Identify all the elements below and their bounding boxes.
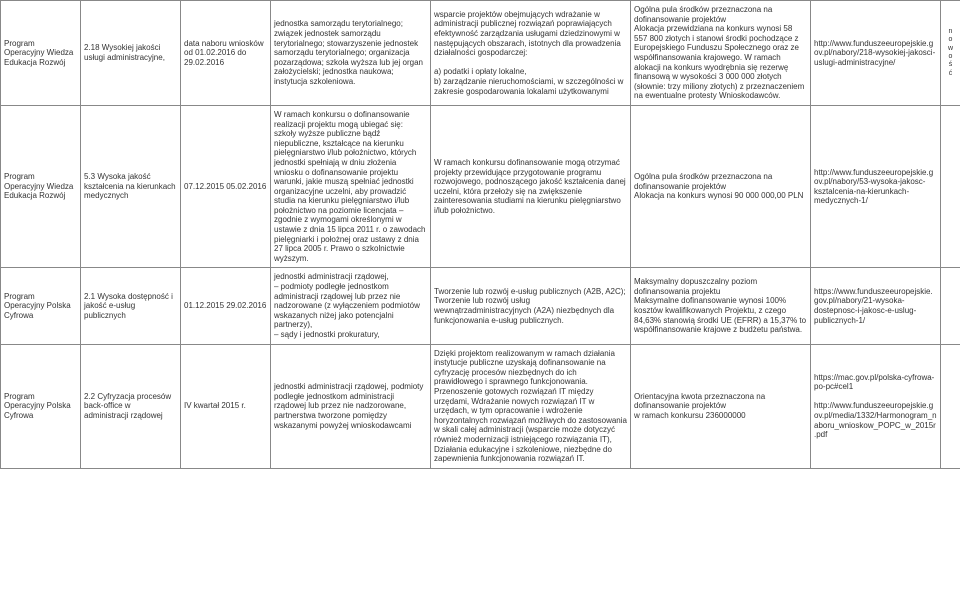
beneficiary-cell: jednostki administracji rządowej, podmio… (271, 344, 431, 468)
program-cell: Program Operacyjny Wiedza Edukacja Rozwó… (1, 1, 81, 106)
project-types-cell: wsparcie projektów obejmujących wdrażani… (431, 1, 631, 106)
allocation-cell: Ogólna pula środków przeznaczona na dofi… (631, 1, 811, 106)
action-cell: 2.18 Wysokiej jakości usługi administrac… (81, 1, 181, 106)
allocation-cell: Maksymalny dopuszczalny poziom dofinanso… (631, 268, 811, 344)
project-types-cell: Dzięki projektom realizowanym w ramach d… (431, 344, 631, 468)
beneficiary-cell: jednostki administracji rządowej,– podmi… (271, 268, 431, 344)
link-cell: https://mac.gov.pl/polska-cyfrowa-po-pc#… (811, 344, 941, 468)
date-cell: IV kwartał 2015 r. (181, 344, 271, 468)
margin-cell (941, 105, 960, 268)
table-row: Program Operacyjny Wiedza Edukacja Rozwó… (1, 1, 960, 106)
link-cell: http://www.funduszeeuropejskie.gov.pl/na… (811, 105, 941, 268)
margin-cell (941, 268, 960, 344)
program-cell: Program Operacyjny Polska Cyfrowa (1, 268, 81, 344)
action-cell: 5.3 Wysoka jakość kształcenia na kierunk… (81, 105, 181, 268)
date-cell: 01.12.2015 29.02.2016 (181, 268, 271, 344)
link-cell: http://www.funduszeeuropejskie.gov.pl/na… (811, 1, 941, 106)
grants-table: Program Operacyjny Wiedza Edukacja Rozwó… (0, 0, 960, 469)
program-cell: Program Operacyjny Wiedza Edukacja Rozwó… (1, 105, 81, 268)
table-row: Program Operacyjny Wiedza Edukacja Rozwó… (1, 105, 960, 268)
project-types-cell: W ramach konkursu dofinansowanie mogą ot… (431, 105, 631, 268)
beneficiary-cell: W ramach konkursu o dofinansowanie reali… (271, 105, 431, 268)
beneficiary-cell: jednostka samorządu terytorialnego; zwią… (271, 1, 431, 106)
margin-cell: nowość (941, 1, 960, 106)
date-cell: data naboru wniosków od 01.02.2016 do 29… (181, 1, 271, 106)
allocation-cell: Ogólna pula środków przeznaczona na dofi… (631, 105, 811, 268)
table-row: Program Operacyjny Polska Cyfrowa2.1 Wys… (1, 268, 960, 344)
project-types-cell: Tworzenie lub rozwój e-usług publicznych… (431, 268, 631, 344)
action-cell: 2.2 Cyfryzacja procesów back-office w ad… (81, 344, 181, 468)
margin-cell (941, 344, 960, 468)
program-cell: Program Operacyjny Polska Cyfrowa (1, 344, 81, 468)
action-cell: 2.1 Wysoka dostępność i jakość e-usług p… (81, 268, 181, 344)
allocation-cell: Orientacyjna kwota przeznaczona na dofin… (631, 344, 811, 468)
date-cell: 07.12.2015 05.02.2016 (181, 105, 271, 268)
link-cell: https://www.funduszeeuropejskie.gov.pl/n… (811, 268, 941, 344)
table-row: Program Operacyjny Polska Cyfrowa2.2 Cyf… (1, 344, 960, 468)
